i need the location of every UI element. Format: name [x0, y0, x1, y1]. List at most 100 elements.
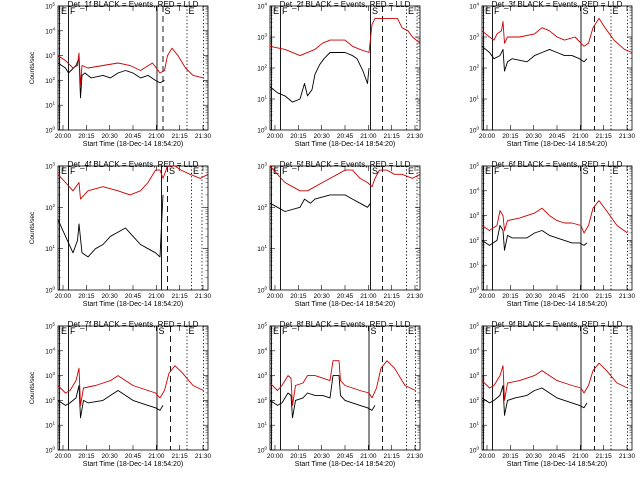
y-tick-label: 103 [45, 162, 55, 171]
x-tick-label: 21:30 [619, 133, 636, 140]
x-tick-label: 21:30 [195, 293, 212, 300]
x-tick-label: 21:15 [172, 453, 189, 460]
x-axis-label: Start Time (18-Dec-14 18:54:20) [83, 141, 183, 148]
x-tick-label: 20:45 [549, 133, 566, 140]
x-tick-label: 20:45 [125, 133, 142, 140]
panel-7: Det_7f BLACK = Events, RED = LLD 100 101 10… [29, 320, 212, 468]
y-tick-label: 104 [45, 26, 55, 35]
x-tick-label: 20:00 [55, 453, 72, 460]
series-line-events [269, 194, 371, 212]
event-marker-label: E [189, 6, 195, 16]
y-axis-label: Counts/sec [29, 371, 36, 404]
panel-8: Det_8f BLACK = Events, RED = LLD 100 101 10… [257, 320, 423, 468]
panel-title: Det_8f BLACK = Events, RED = LLD [280, 320, 411, 329]
y-axis-label: Counts/sec [29, 211, 36, 244]
series-line-events [269, 375, 376, 419]
event-marker-label: F [282, 6, 288, 16]
event-marker-label: S [165, 6, 171, 16]
x-tick-label: 21:15 [172, 293, 189, 300]
x-tick-label: 21:30 [195, 453, 212, 460]
panel-title: Det_6f BLACK = Events, RED = LLD [492, 160, 623, 169]
x-tick-label: 20:45 [125, 453, 142, 460]
panel-title: Det_1f BLACK = Events, RED = LLD [68, 0, 199, 9]
x-tick-label: 20:30 [102, 453, 119, 460]
event-marker-label: E [273, 166, 279, 176]
x-tick-label: 20:15 [78, 293, 95, 300]
x-tick-label: 21:30 [619, 293, 636, 300]
x-tick-label: 21:00 [360, 293, 377, 300]
plot-frame [57, 165, 209, 291]
x-tick-label: 20:00 [55, 293, 72, 300]
y-tick-label: 104 [257, 2, 267, 11]
y-tick-label: 102 [469, 64, 479, 73]
series-line-lld [481, 362, 628, 401]
plot-frame [57, 325, 209, 451]
y-tick-label: 102 [257, 396, 267, 405]
panel-5: Det_5f BLACK = Events, RED = LLD 100 101 10… [257, 160, 423, 308]
y-tick-label: 105 [257, 322, 267, 331]
x-tick-label: 21:15 [384, 293, 401, 300]
x-tick-label: 21:15 [384, 453, 401, 460]
event-marker-label: E [485, 166, 491, 176]
event-marker-label: E [408, 6, 414, 16]
x-tick-label: 21:15 [596, 453, 613, 460]
x-tick-label: 20:30 [102, 293, 119, 300]
x-tick-label: 20:15 [502, 133, 519, 140]
y-tick-label: 101 [257, 421, 267, 430]
x-tick-label: 20:45 [549, 293, 566, 300]
x-tick-label: 21:15 [596, 293, 613, 300]
x-tick-label: 20:00 [55, 133, 72, 140]
x-axis-label: Start Time (18-Dec-14 18:54:20) [507, 141, 607, 148]
y-tick-label: 103 [45, 51, 55, 60]
event-marker-label: E [61, 326, 67, 336]
panel-2: Det_2f BLACK = Events, RED = LLD 100 101 10… [257, 0, 423, 148]
x-tick-label: 20:45 [125, 293, 142, 300]
x-tick-label: 21:00 [572, 293, 589, 300]
event-marker-label: E [61, 6, 67, 16]
event-marker-label: E [273, 6, 279, 16]
event-marker-label: F [494, 326, 500, 336]
panel-4: Det_4f BLACK = Events, RED = LLD 100 101 10… [29, 160, 212, 308]
y-tick-label: 101 [45, 101, 55, 110]
y-tick-label: 102 [257, 64, 267, 73]
event-marker-label: E [613, 326, 619, 336]
x-tick-label: 21:30 [407, 133, 424, 140]
x-tick-label: 21:30 [195, 133, 212, 140]
x-tick-label: 21:15 [172, 133, 189, 140]
series-line-lld [269, 17, 421, 57]
series-line-events [57, 194, 164, 258]
x-axis-label: Start Time (18-Dec-14 18:54:20) [83, 301, 183, 308]
y-tick-label: 104 [469, 2, 479, 11]
event-marker-label: F [282, 326, 288, 336]
x-tick-label: 20:15 [502, 453, 519, 460]
series-line-lld [481, 17, 633, 53]
x-tick-label: 21:30 [619, 453, 636, 460]
y-axis-label: Counts/sec [29, 51, 36, 84]
x-tick-label: 21:00 [148, 133, 165, 140]
y-tick-label: 102 [469, 396, 479, 405]
x-tick-label: 21:00 [572, 453, 589, 460]
y-tick-label: 100 [469, 126, 479, 135]
y-tick-label: 105 [469, 162, 479, 171]
event-marker-label: F [70, 6, 76, 16]
x-tick-label: 21:30 [407, 453, 424, 460]
panel-1: Det_1f BLACK = Events, RED = LLD 100 101 10… [29, 0, 212, 148]
series-line-events [269, 52, 370, 103]
panel-3: Det_3f BLACK = Events, RED = LLD 100 101 10… [469, 0, 635, 148]
x-axis-label: Start Time (18-Dec-14 18:54:20) [83, 461, 183, 468]
panel-title: Det_9f BLACK = Events, RED = LLD [492, 320, 623, 329]
x-tick-label: 21:15 [384, 133, 401, 140]
x-tick-label: 20:30 [102, 133, 119, 140]
panel-6: Det_6f BLACK = Events, RED = LLD 100 101 10… [469, 160, 635, 308]
series-line-events [481, 45, 588, 72]
x-tick-label: 20:00 [267, 293, 284, 300]
x-tick-label: 20:15 [78, 453, 95, 460]
y-tick-label: 105 [469, 322, 479, 331]
panel-title: Det_7f BLACK = Events, RED = LLD [68, 320, 199, 329]
event-marker-label: F [494, 166, 500, 176]
x-tick-label: 21:15 [596, 133, 613, 140]
x-tick-label: 20:45 [337, 453, 354, 460]
event-marker-label: S [371, 326, 377, 336]
y-tick-label: 100 [257, 286, 267, 295]
y-tick-label: 102 [45, 396, 55, 405]
